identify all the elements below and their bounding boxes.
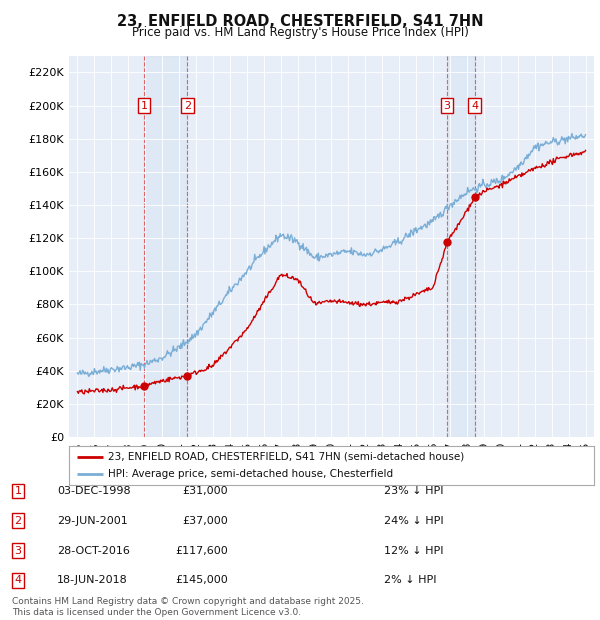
Text: Contains HM Land Registry data © Crown copyright and database right 2025.
This d: Contains HM Land Registry data © Crown c…	[12, 598, 364, 617]
Text: 4: 4	[471, 100, 478, 110]
Text: 24% ↓ HPI: 24% ↓ HPI	[384, 516, 443, 526]
Text: 29-JUN-2001: 29-JUN-2001	[57, 516, 128, 526]
Text: 2: 2	[184, 100, 191, 110]
Text: £31,000: £31,000	[182, 486, 228, 496]
Text: 1: 1	[140, 100, 148, 110]
Text: 3: 3	[443, 100, 451, 110]
Text: 2: 2	[14, 516, 22, 526]
Bar	[447, 56, 475, 437]
Text: 12% ↓ HPI: 12% ↓ HPI	[384, 546, 443, 556]
Text: 23, ENFIELD ROAD, CHESTERFIELD, S41 7HN: 23, ENFIELD ROAD, CHESTERFIELD, S41 7HN	[117, 14, 483, 29]
Text: 1: 1	[14, 486, 22, 496]
Text: 23, ENFIELD ROAD, CHESTERFIELD, S41 7HN (semi-detached house): 23, ENFIELD ROAD, CHESTERFIELD, S41 7HN …	[109, 452, 464, 462]
Text: HPI: Average price, semi-detached house, Chesterfield: HPI: Average price, semi-detached house,…	[109, 469, 394, 479]
Text: 4: 4	[14, 575, 22, 585]
Text: 2% ↓ HPI: 2% ↓ HPI	[384, 575, 437, 585]
Text: £37,000: £37,000	[182, 516, 228, 526]
Bar	[144, 56, 187, 437]
Text: Price paid vs. HM Land Registry's House Price Index (HPI): Price paid vs. HM Land Registry's House …	[131, 26, 469, 39]
Text: £145,000: £145,000	[175, 575, 228, 585]
Text: 28-OCT-2016: 28-OCT-2016	[57, 546, 130, 556]
Text: £117,600: £117,600	[175, 546, 228, 556]
Text: 3: 3	[14, 546, 22, 556]
Text: 03-DEC-1998: 03-DEC-1998	[57, 486, 131, 496]
Text: 23% ↓ HPI: 23% ↓ HPI	[384, 486, 443, 496]
Text: 18-JUN-2018: 18-JUN-2018	[57, 575, 128, 585]
